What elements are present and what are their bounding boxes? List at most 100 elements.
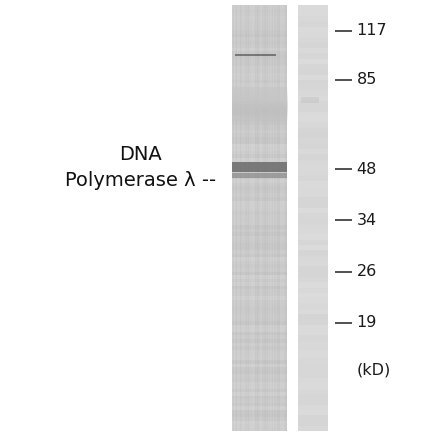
Bar xyxy=(232,421,287,424)
Bar xyxy=(298,48,328,53)
Bar xyxy=(240,5,241,431)
Bar xyxy=(232,62,287,66)
Bar xyxy=(232,232,287,236)
Bar xyxy=(279,5,280,431)
Bar xyxy=(298,208,328,213)
Bar xyxy=(298,415,328,421)
Bar xyxy=(298,21,328,26)
Bar xyxy=(266,5,267,431)
Bar xyxy=(298,378,328,383)
Bar xyxy=(265,5,266,431)
Bar xyxy=(234,5,235,431)
Bar xyxy=(232,179,287,183)
Bar xyxy=(232,158,287,161)
Bar xyxy=(298,336,328,341)
Bar xyxy=(232,289,287,293)
Bar xyxy=(241,5,242,431)
Bar xyxy=(277,5,278,431)
Bar xyxy=(232,87,287,90)
Bar xyxy=(232,239,287,243)
Bar xyxy=(276,5,277,431)
Bar xyxy=(232,229,287,232)
Bar xyxy=(232,218,287,222)
Bar xyxy=(232,101,287,105)
Bar xyxy=(258,5,259,431)
Bar xyxy=(232,268,287,272)
Bar xyxy=(298,288,328,293)
Bar xyxy=(298,117,328,123)
Bar xyxy=(232,126,287,130)
Bar xyxy=(268,5,269,431)
Bar xyxy=(257,5,258,431)
Bar xyxy=(298,250,328,256)
Bar xyxy=(270,5,271,431)
Bar xyxy=(232,332,287,336)
Bar xyxy=(232,83,287,87)
Bar xyxy=(275,5,276,431)
Bar xyxy=(232,151,287,154)
Bar xyxy=(298,330,328,336)
Bar xyxy=(298,85,328,90)
Bar xyxy=(232,250,287,254)
Text: 117: 117 xyxy=(356,23,387,38)
Bar xyxy=(232,37,287,41)
Bar xyxy=(298,239,328,245)
Bar xyxy=(232,360,287,364)
Bar xyxy=(298,176,328,181)
Bar xyxy=(232,12,287,16)
Bar xyxy=(232,272,287,275)
Bar xyxy=(232,119,287,123)
Bar xyxy=(232,112,287,116)
Bar xyxy=(232,215,287,218)
Bar xyxy=(262,5,263,431)
Bar xyxy=(232,108,287,112)
Bar xyxy=(244,5,245,431)
Bar xyxy=(252,5,253,431)
Bar xyxy=(243,5,244,431)
Bar xyxy=(232,147,287,151)
Bar xyxy=(235,5,236,431)
Bar xyxy=(232,247,287,250)
Bar xyxy=(232,428,287,431)
Bar xyxy=(232,204,287,208)
Bar xyxy=(232,90,287,94)
Bar xyxy=(280,5,281,431)
Bar xyxy=(232,9,287,12)
Bar xyxy=(278,5,279,431)
Bar xyxy=(264,5,265,431)
Bar xyxy=(232,286,287,289)
Bar xyxy=(238,5,239,431)
Bar xyxy=(232,97,287,101)
Bar xyxy=(298,346,328,351)
Bar xyxy=(267,5,268,431)
Bar xyxy=(232,346,287,350)
Bar xyxy=(233,5,234,431)
Bar xyxy=(249,5,250,431)
Bar xyxy=(298,144,328,149)
Bar xyxy=(256,5,257,431)
Bar xyxy=(232,172,287,176)
Bar xyxy=(232,307,287,310)
Bar xyxy=(298,80,328,85)
Bar xyxy=(298,389,328,394)
Bar xyxy=(236,5,237,431)
Bar xyxy=(232,5,287,9)
Bar xyxy=(298,373,328,378)
Bar xyxy=(232,343,287,346)
Bar xyxy=(232,26,287,30)
Bar xyxy=(232,59,287,62)
Bar xyxy=(232,45,287,48)
Bar xyxy=(273,5,274,431)
Bar xyxy=(232,392,287,396)
Bar xyxy=(272,5,273,431)
Bar xyxy=(298,357,328,362)
Bar xyxy=(232,225,287,229)
Bar xyxy=(298,410,328,415)
Bar xyxy=(232,374,287,378)
Bar xyxy=(274,5,275,431)
Bar xyxy=(232,161,287,165)
Bar xyxy=(232,137,287,140)
Bar xyxy=(298,43,328,48)
Bar xyxy=(298,170,328,176)
Bar xyxy=(232,176,287,179)
